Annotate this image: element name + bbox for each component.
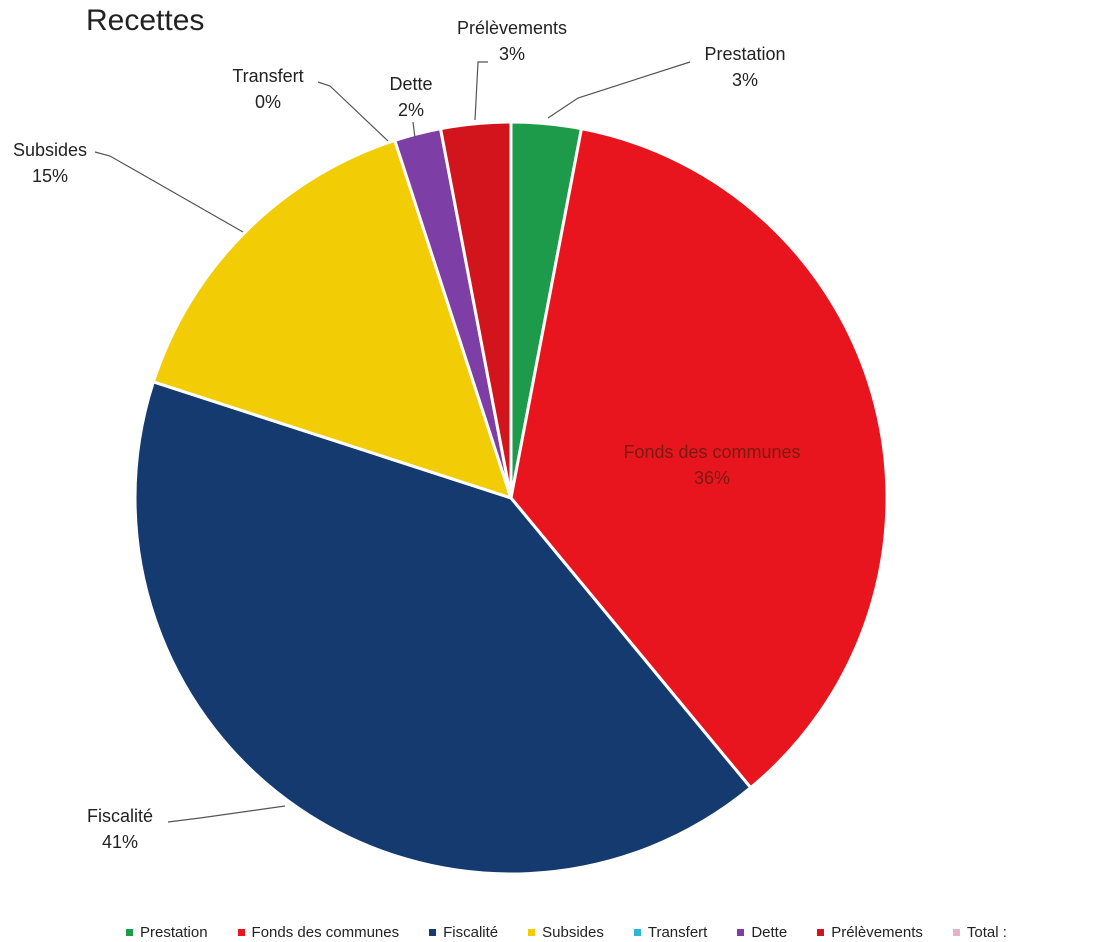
legend-item-2: Fiscalité [429,924,498,941]
legend-swatch [528,928,536,936]
slice-label-3: Subsides [13,140,87,160]
legend-item-6: Prélèvements [817,924,923,941]
slice-value-1: 36% [694,468,730,488]
legend-item-4: Transfert [633,923,708,941]
legend-label: Dette [751,923,788,941]
legend-swatch [126,928,133,936]
pie-chart: Prestation 3% Fonds des communes 36% Fiscali… [13,18,889,876]
legend-item-0: Prestation [126,924,208,941]
leader-line-3 [94,151,244,233]
legend-swatch [429,928,437,936]
pie-slice-6 [438,120,513,499]
slice-label-2: Fiscalité [87,806,153,826]
slice-label-0: Prestation [704,44,785,64]
slice-label-4: Transfert [232,66,303,86]
chart-legend: Prestation Fonds des communes Fiscalité Sub… [126,922,1114,942]
slice-value-0: 3% [732,70,758,90]
legend-label: Prestation [140,923,208,941]
legend-swatch [817,928,825,936]
legend-swatch [237,928,245,936]
chart-title: Recettes [86,4,205,37]
legend-label: Subsides [542,923,604,941]
legend-label: Fonds des communes [251,923,400,941]
legend-label: Prélèvements [831,923,923,941]
legend-item-7: Total : [952,923,1007,941]
pie-slice-2 [133,379,753,876]
legend-swatch [952,928,960,936]
slice-label-1: Fonds des communes [623,442,800,462]
leader-line-5 [412,121,416,139]
slice-value-6: 3% [499,44,525,64]
leader-line-4 [317,81,389,142]
leader-line-6 [474,61,488,121]
pie-slice-3 [151,138,514,501]
slice-value-4: 0% [255,92,281,112]
slice-value-5: 2% [398,100,424,120]
slice-label-6: Prélèvements [457,18,567,38]
leader-line-2 [167,805,286,823]
leader-line-0 [547,61,691,119]
legend-swatch [633,928,641,936]
pie-slice-1 [509,126,889,790]
legend-swatch [737,928,745,936]
legend-label: Transfert [647,923,708,941]
legend-item-5: Dette [737,924,787,941]
slice-value-2: 41% [102,832,138,852]
slice-value-3: 15% [32,166,68,186]
legend-item-3: Subsides [528,924,604,941]
legend-label: Fiscalité [443,923,499,941]
legend-item-1: Fonds des communes [237,923,400,941]
legend-label: Total : [966,923,1007,941]
slice-label-5: Dette [389,74,432,94]
